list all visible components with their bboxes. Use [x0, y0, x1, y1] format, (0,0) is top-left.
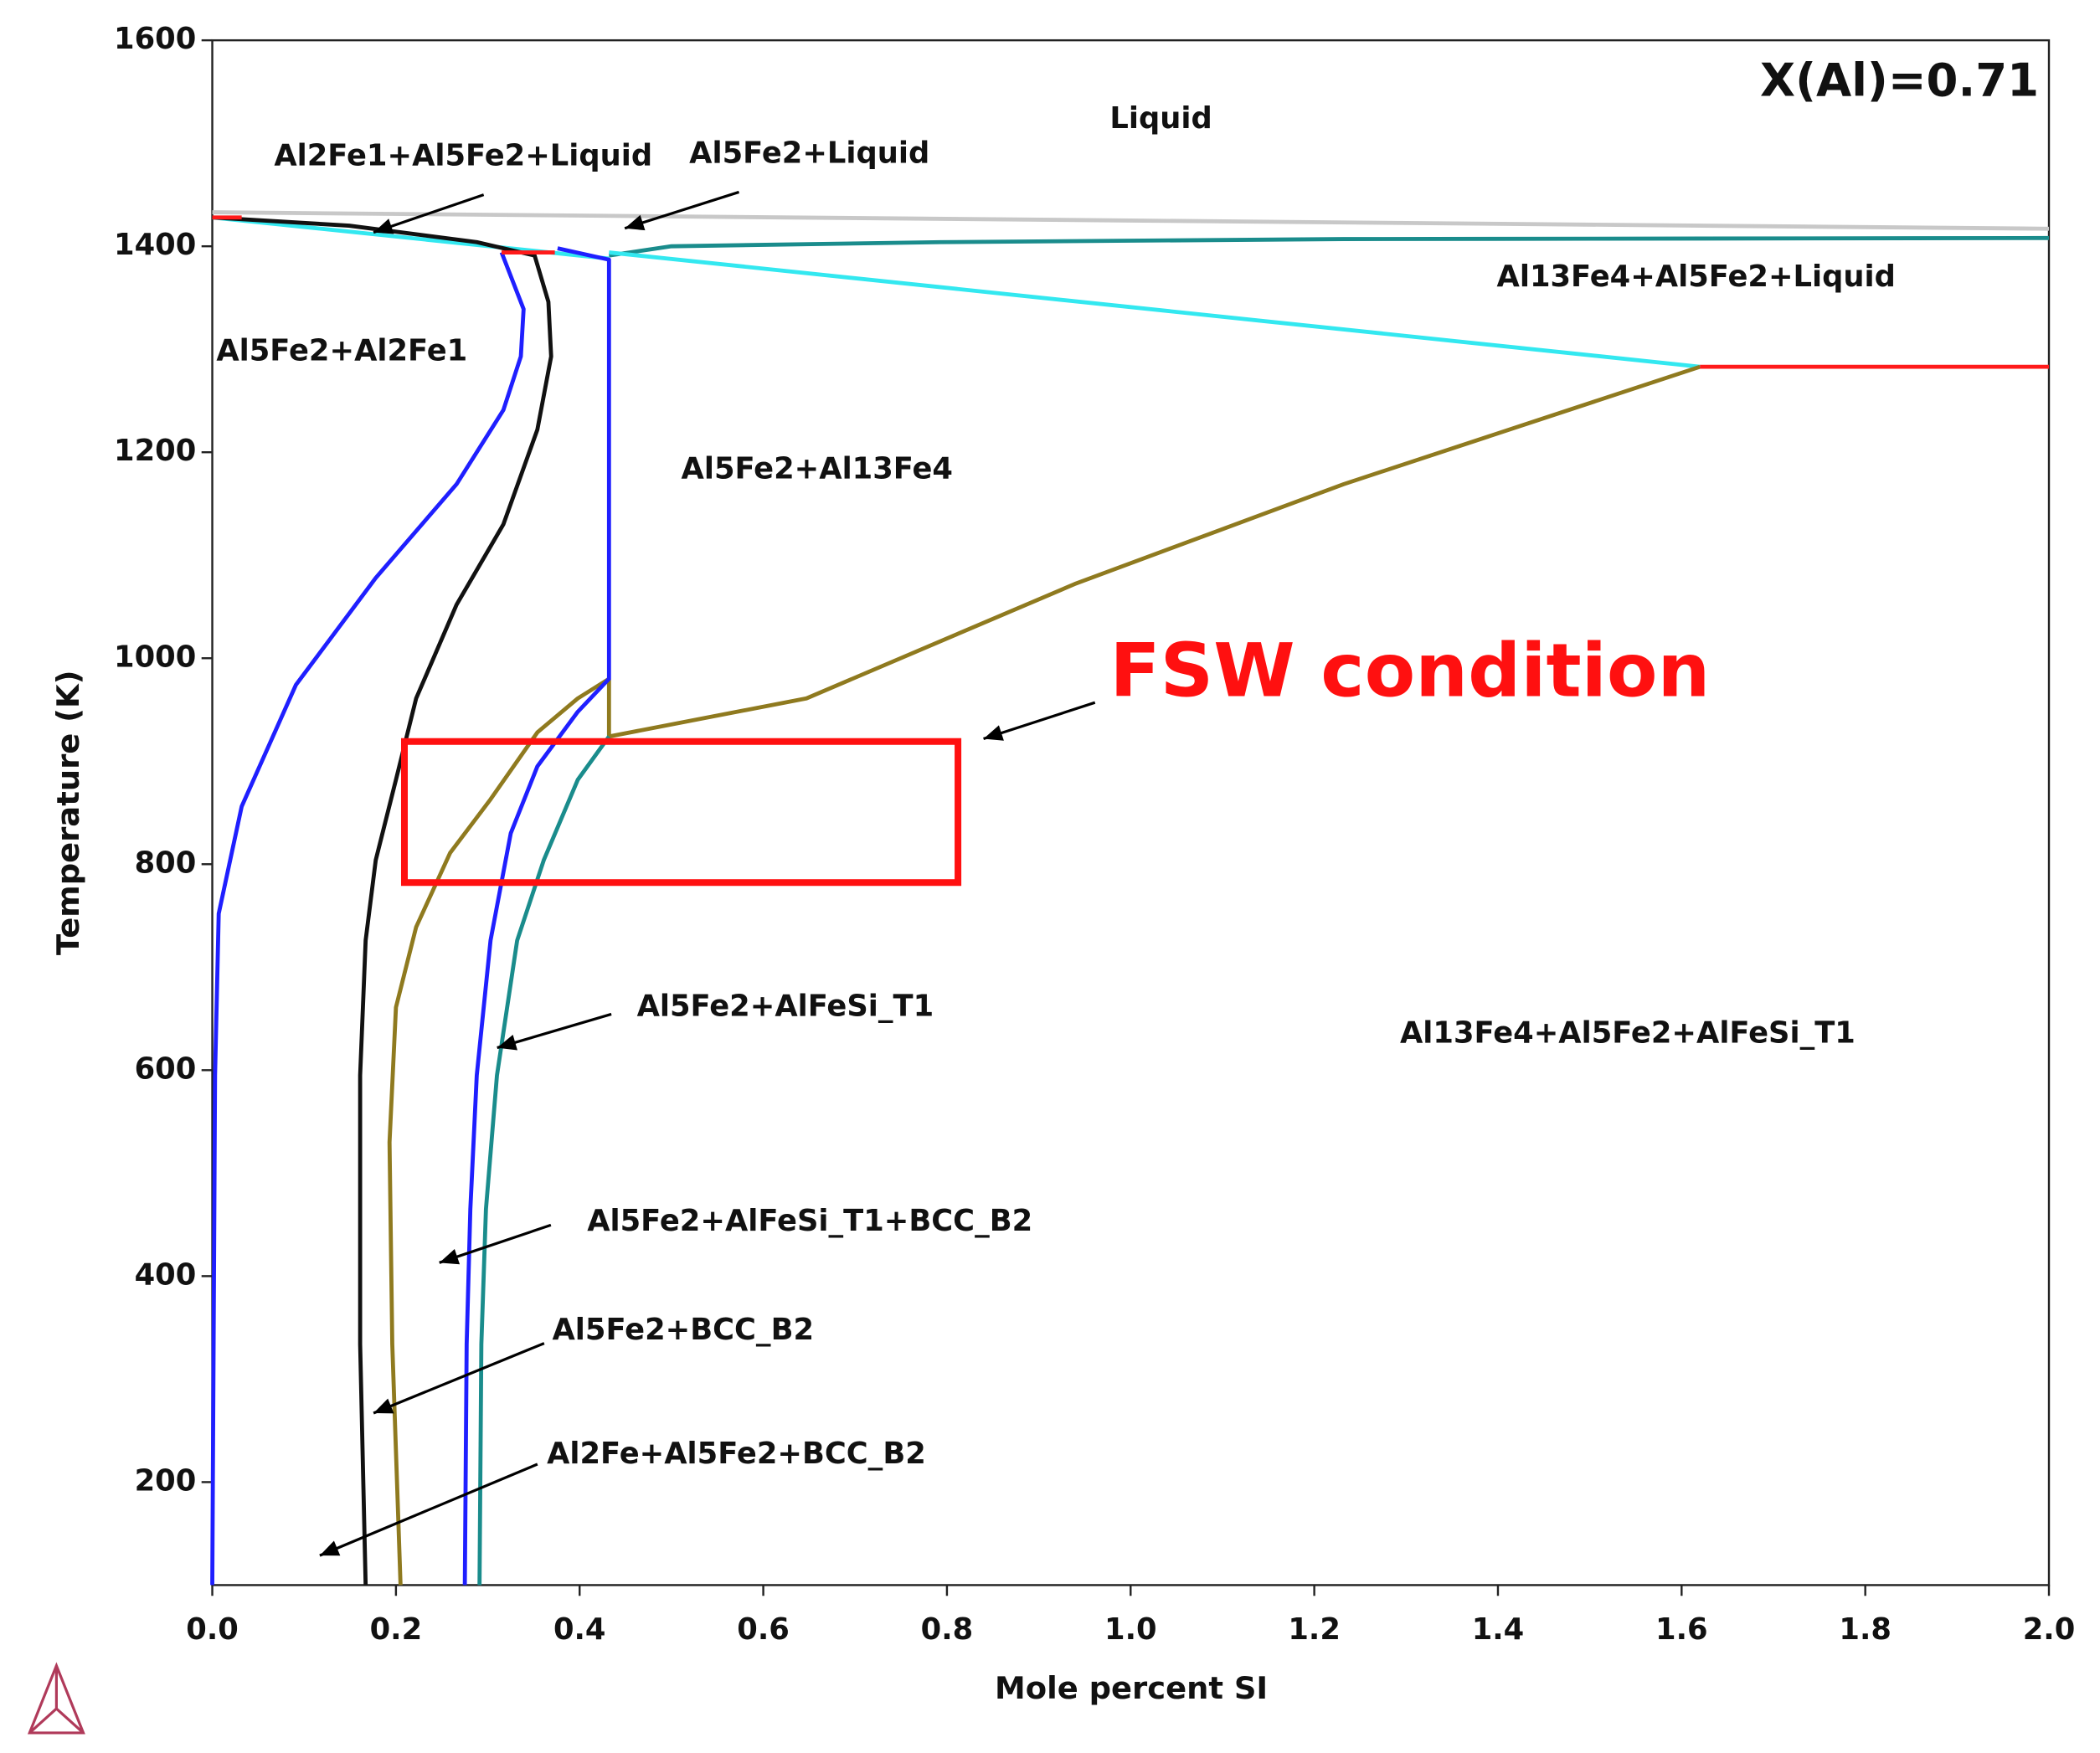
- arrow-shaft: [439, 1223, 552, 1264]
- annotation: Al13Fe4+Al5Fe2+Liquid: [1497, 260, 1896, 294]
- arrow-head: [373, 218, 394, 234]
- phase-boundary: [212, 210, 2050, 231]
- fsw-box: [400, 738, 962, 887]
- arrow-head: [983, 725, 1004, 741]
- arrow-head: [497, 1035, 517, 1051]
- phase-boundary: [387, 676, 610, 1586]
- annotation: Liquid: [1109, 101, 1212, 136]
- x-tick-label: 0.6: [737, 1612, 790, 1647]
- arrow-head: [319, 1540, 341, 1556]
- phase-boundary: [609, 250, 1701, 369]
- x-tick-label: 1.6: [1655, 1612, 1708, 1647]
- y-tick-label: 200: [135, 1463, 197, 1498]
- x-tick-label: 1.0: [1104, 1612, 1157, 1647]
- x-tick-label: 1.2: [1288, 1612, 1341, 1647]
- y-tick-label: 1400: [114, 228, 196, 262]
- arrow-shaft: [624, 190, 740, 230]
- x-tick-label: 1.4: [1472, 1612, 1525, 1647]
- x-tick-label: 2.0: [2023, 1612, 2076, 1647]
- annotation: Al13Fe4+Al5Fe2+AlFeSi_T1: [1400, 1016, 1856, 1051]
- annotation: Al5Fe2+AlFeSi_T1: [637, 989, 934, 1023]
- y-tick-label: 1200: [114, 434, 196, 468]
- x-axis-title: Mole percent SI: [995, 1670, 1268, 1706]
- arrow-shaft: [373, 193, 485, 234]
- arrow-shaft: [373, 1342, 545, 1415]
- annotation: FSW condition: [1109, 628, 1710, 714]
- phase-boundary: [608, 235, 2050, 258]
- phase-boundary: [606, 364, 1701, 739]
- y-tick-label: 400: [135, 1257, 197, 1292]
- annotation: Al2Fe+Al5Fe2+BCC_B2: [547, 1437, 926, 1471]
- arrow-head: [439, 1249, 461, 1265]
- phase-boundary: [210, 251, 526, 1586]
- annotation: X(Al)=0.71: [1760, 54, 2039, 107]
- x-tick-label: 0.2: [370, 1612, 423, 1647]
- x-tick-label: 0.0: [186, 1612, 239, 1647]
- phase-boundary: [462, 246, 611, 1586]
- phase-boundary: [477, 735, 611, 1586]
- y-axis-title: Temperature (K): [50, 671, 86, 956]
- y-tick-label: 1000: [114, 640, 196, 674]
- phase-boundary: [212, 215, 553, 1586]
- arrow-shaft: [319, 1463, 538, 1557]
- arrow-shaft: [983, 701, 1096, 741]
- annotation: Al2Fe1+Al5Fe2+Liquid: [274, 139, 652, 173]
- annotation: Al5Fe2+AlFeSi_T1+BCC_B2: [587, 1204, 1032, 1238]
- y-tick-label: 800: [135, 846, 197, 880]
- x-tick-label: 0.4: [553, 1612, 606, 1647]
- logo: [27, 1662, 85, 1735]
- x-tick-label: 0.8: [921, 1612, 974, 1647]
- arrow-head: [373, 1398, 394, 1414]
- annotation: Al5Fe2+Al13Fe4: [682, 452, 953, 486]
- y-tick-label: 600: [135, 1051, 197, 1086]
- annotation: Al5Fe2+BCC_B2: [552, 1313, 814, 1347]
- arrow-shaft: [497, 1012, 612, 1050]
- annotation: Al5Fe2+Al2Fe1: [216, 333, 467, 368]
- annotation: Al5Fe2+Liquid: [689, 136, 929, 171]
- arrow-head: [625, 214, 646, 231]
- y-tick-label: 1600: [114, 22, 196, 56]
- x-tick-label: 1.8: [1839, 1612, 1892, 1647]
